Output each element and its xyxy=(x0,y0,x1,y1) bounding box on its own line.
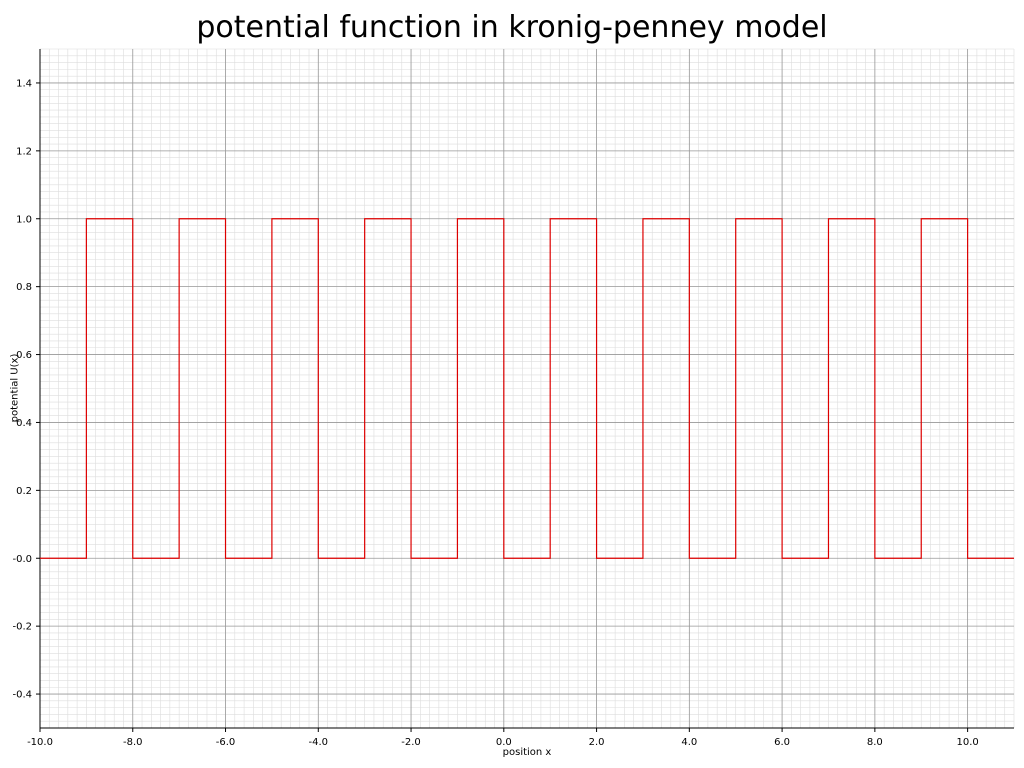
y-tick-label: -0.4 xyxy=(12,690,32,701)
y-tick-label: 0.2 xyxy=(16,486,32,497)
x-tick-label: -2.0 xyxy=(401,737,421,748)
x-tick-label: 6.0 xyxy=(774,737,790,748)
y-tick-label: 1.2 xyxy=(16,146,32,157)
x-tick-label: 4.0 xyxy=(681,737,697,748)
x-tick-label: -4.0 xyxy=(309,737,329,748)
series-line xyxy=(40,218,1014,559)
x-tick-label: -8.0 xyxy=(123,737,143,748)
x-tick-label: 0.0 xyxy=(496,737,512,748)
chart-title: potential function in kronig-penney mode… xyxy=(196,10,828,45)
x-tick-label: 10.0 xyxy=(956,737,978,748)
y-tick-label: 0.8 xyxy=(16,282,32,293)
x-tick-label: 2.0 xyxy=(589,737,605,748)
y-axis-label: potential U(x) xyxy=(9,353,21,423)
x-tick-label: -6.0 xyxy=(216,737,236,748)
y-tick-label: -0.2 xyxy=(12,622,32,633)
y-tick-label: 0.4 xyxy=(16,418,32,429)
y-tick-label: 0.6 xyxy=(16,350,32,361)
y-tick-label: 1.4 xyxy=(16,78,32,89)
x-tick-label: 8.0 xyxy=(867,737,883,748)
x-tick-label: -10.0 xyxy=(27,737,53,748)
y-tick-label: -0.0 xyxy=(12,554,32,565)
y-tick-label: 1.0 xyxy=(16,214,32,225)
x-axis-label: position x xyxy=(502,747,552,758)
